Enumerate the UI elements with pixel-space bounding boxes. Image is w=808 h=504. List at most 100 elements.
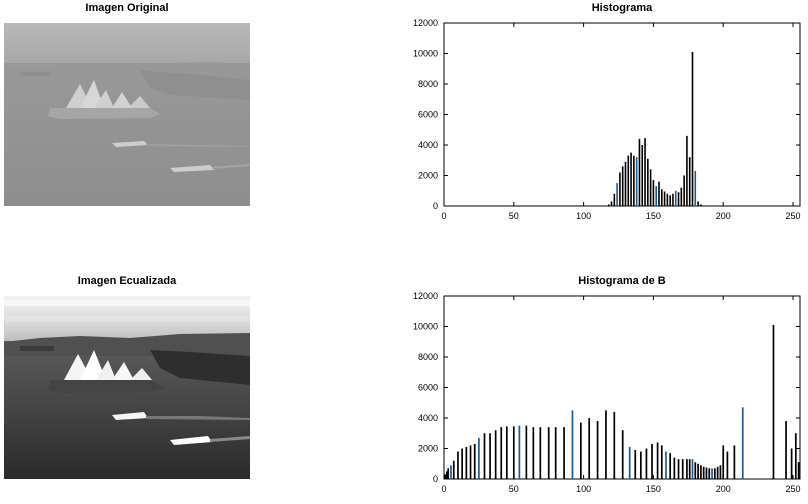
bar	[691, 459, 694, 479]
bar	[452, 460, 455, 479]
chart-title-histograma-de-b: Histograma de B	[578, 275, 665, 287]
bar	[651, 443, 653, 479]
bar	[702, 466, 705, 479]
y-tick-label: 2000	[418, 171, 438, 181]
x-tick-label: 50	[509, 484, 519, 494]
image-title-equalized: Imagen Ecualizada	[78, 275, 177, 287]
bar	[708, 468, 711, 479]
chart-title-histograma: Histograma	[592, 2, 653, 14]
bar	[613, 193, 616, 206]
y-tick-label: 6000	[418, 383, 438, 393]
y-tick-label: 8000	[418, 79, 438, 89]
bar	[660, 445, 663, 479]
bars-histograma-de-b	[444, 324, 800, 480]
bar	[772, 324, 775, 479]
bar	[719, 465, 722, 479]
bar	[627, 155, 630, 206]
bar	[649, 169, 652, 206]
x-tick-label: 150	[646, 211, 661, 221]
x-tick-label: 150	[646, 484, 661, 494]
y-tick-label: 10000	[413, 322, 438, 332]
bar	[489, 433, 491, 479]
bar	[700, 204, 702, 206]
bar	[444, 474, 447, 479]
x-tick-label: 100	[576, 484, 591, 494]
bar	[681, 459, 684, 479]
y-axis-histograma: 0 2000 4000 6000 8000 10000 12000	[413, 18, 800, 211]
bar	[473, 443, 476, 479]
bar	[655, 186, 657, 206]
y-tick-label: 0	[433, 201, 438, 211]
x-axis-histograma: 0 50 100 150 200 250	[441, 23, 801, 221]
bar	[656, 442, 659, 479]
bar	[691, 51, 694, 206]
bar	[525, 425, 528, 480]
y-tick-label: 10000	[413, 49, 438, 59]
bar	[630, 152, 632, 207]
y-tick-label: 12000	[413, 18, 438, 28]
x-tick-label: 250	[786, 211, 801, 221]
y-tick-label: 4000	[418, 413, 438, 423]
bar	[616, 183, 618, 207]
bar	[688, 459, 691, 479]
bar	[672, 193, 674, 206]
histogram-original: Histograma 0 50 100 150 200 250 0 2000 4000 6000…	[413, 2, 801, 221]
bar	[539, 427, 542, 479]
x-tick-label: 200	[716, 484, 731, 494]
bar	[797, 462, 800, 479]
bar	[647, 158, 649, 206]
bar	[694, 462, 697, 479]
bar	[607, 204, 610, 206]
bar	[673, 457, 676, 479]
bar	[686, 135, 688, 206]
bar	[644, 138, 646, 206]
bar	[669, 453, 672, 479]
y-tick-label: 6000	[418, 110, 438, 120]
y-tick-label: 4000	[418, 140, 438, 150]
bar	[512, 426, 515, 479]
bar	[645, 448, 648, 479]
bar	[494, 430, 497, 479]
bar	[610, 201, 613, 206]
bar	[658, 181, 660, 206]
bar	[660, 189, 663, 206]
image-title-original: Imagen Original	[85, 2, 168, 14]
bar	[619, 172, 621, 206]
bar	[665, 451, 667, 479]
bar	[478, 437, 480, 479]
bar	[571, 410, 574, 480]
bar	[697, 463, 699, 479]
bar	[634, 450, 637, 479]
bar	[741, 407, 744, 479]
bar	[688, 157, 691, 206]
bar	[505, 426, 508, 479]
bar	[483, 433, 486, 479]
x-tick-label: 0	[441, 484, 446, 494]
bar	[726, 451, 729, 479]
histogram-equalized: Histograma de B 0 50 100 150 200 250 0 2000 400…	[413, 275, 801, 494]
bar	[652, 180, 655, 206]
bar	[605, 410, 607, 480]
original-image	[4, 23, 250, 206]
bar	[547, 427, 550, 479]
bar	[677, 192, 680, 206]
bar	[713, 468, 716, 479]
bar	[794, 433, 797, 479]
y-tick-label: 0	[433, 474, 438, 484]
bar	[785, 421, 787, 479]
bar	[596, 421, 599, 479]
x-tick-label: 100	[576, 211, 591, 221]
bar	[624, 161, 627, 206]
bar	[716, 466, 719, 479]
equalized-image	[4, 296, 250, 479]
bar	[674, 190, 677, 206]
bar	[663, 191, 666, 206]
y-tick-label: 12000	[413, 291, 438, 301]
bar	[450, 465, 452, 479]
bar	[697, 201, 699, 206]
bar	[669, 195, 671, 206]
bar	[554, 427, 557, 479]
bar	[711, 468, 713, 479]
bar	[447, 468, 450, 479]
